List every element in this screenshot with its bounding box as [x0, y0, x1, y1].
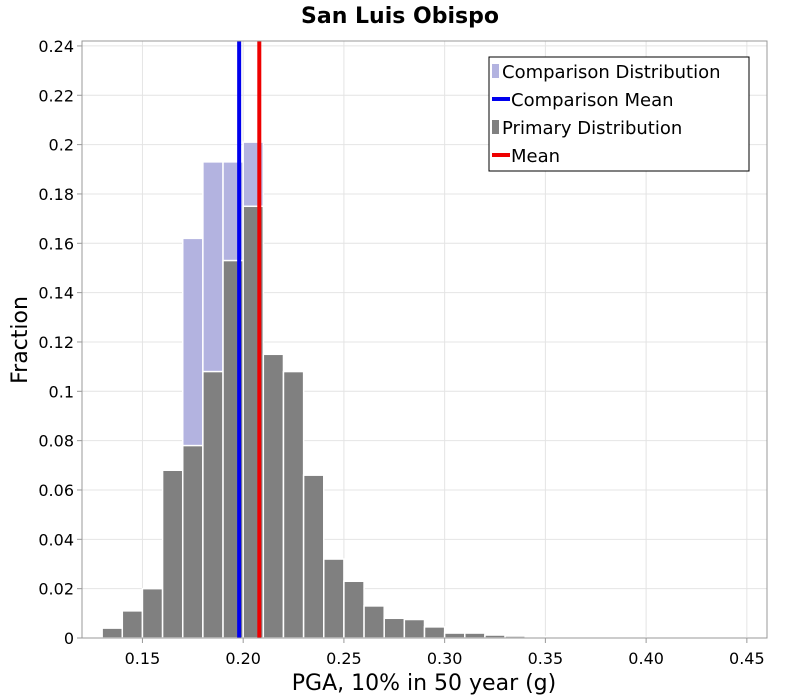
primary-bar	[363, 605, 385, 639]
x-tick-label: 0.25	[326, 649, 362, 668]
x-tick-label: 0.30	[427, 649, 463, 668]
primary-bar	[262, 353, 285, 639]
y-axis-label: Fraction	[8, 296, 33, 384]
y-tick-label: 0.22	[38, 86, 74, 105]
primary-bar	[302, 474, 325, 639]
legend-label-comparison-distribution: Comparison Distribution	[502, 62, 721, 83]
x-tick-label: 0.20	[225, 649, 261, 668]
primary-bar	[202, 370, 224, 639]
plot-frame	[81, 40, 768, 639]
legend-entry-comparison-mean: Comparison Mean	[492, 90, 674, 111]
y-tick-label: 0.12	[38, 333, 74, 352]
legend-swatch-comparison-distribution	[492, 64, 499, 78]
x-tick-label: 0.45	[729, 649, 765, 668]
mean-lines	[237, 41, 262, 638]
primary-bar	[282, 370, 305, 639]
legend-label-primary-distribution: Primary Distribution	[502, 118, 682, 139]
y-tick-label: 0.04	[38, 530, 74, 549]
y-tick-label: 0.16	[38, 234, 74, 253]
primary-bar	[443, 632, 466, 639]
legend-entry-primary-distribution: Primary Distribution	[492, 118, 682, 139]
x-tick-label: 0.15	[125, 649, 161, 668]
x-tick-label: 0.35	[528, 649, 564, 668]
y-tick-label: 0.1	[49, 382, 74, 401]
primary-bar	[121, 610, 144, 639]
primary-bar	[343, 580, 365, 639]
legend: Comparison Distribution Comparison Mean …	[488, 56, 750, 172]
primary-bar	[101, 627, 124, 639]
primary-bar	[161, 469, 184, 639]
y-tick-label: 0	[64, 629, 74, 648]
primary-bar	[323, 558, 345, 639]
primary-bars	[81, 205, 768, 639]
legend-box	[488, 56, 750, 172]
y-tick-label: 0.08	[38, 432, 74, 451]
x-tick-label: 0.40	[628, 649, 664, 668]
y-tick-label: 0.06	[38, 481, 74, 500]
primary-bar	[464, 632, 486, 639]
y-tick-label: 0.18	[38, 185, 74, 204]
primary-bar	[181, 444, 204, 639]
primary-bar	[141, 587, 164, 639]
y-tick-label: 0.14	[38, 284, 74, 303]
legend-entry-mean: Mean	[492, 146, 560, 167]
chart-title: San Luis Obispo	[301, 4, 499, 29]
legend-entry-comparison-distribution: Comparison Distribution	[492, 62, 721, 83]
legend-swatch-primary-distribution	[492, 120, 499, 134]
y-axis-ticks: 0 0.02 0.04 0.06 0.08 0.1 0.12 0.14 0.16 0.18 0.2 0…	[38, 37, 82, 648]
primary-bar	[383, 617, 406, 639]
primary-bar	[423, 626, 446, 639]
primary-bar	[403, 618, 426, 639]
y-tick-label: 0.2	[49, 136, 74, 155]
x-axis-ticks: 0.15 0.20 0.25 0.30 0.35 0.40 0.45	[125, 638, 765, 668]
y-tick-label: 0.02	[38, 580, 74, 599]
x-axis-label: PGA, 10% in 50 year (g)	[292, 671, 556, 696]
y-tick-label: 0.24	[38, 37, 74, 56]
legend-label-mean: Mean	[511, 146, 560, 167]
legend-label-comparison-mean: Comparison Mean	[511, 90, 674, 111]
